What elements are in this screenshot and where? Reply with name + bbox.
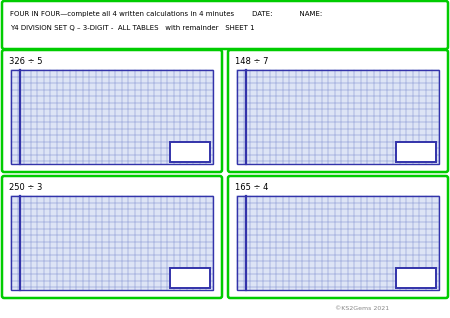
- Bar: [11, 70, 213, 164]
- Text: 165 ÷ 4: 165 ÷ 4: [235, 183, 268, 192]
- FancyBboxPatch shape: [228, 176, 448, 298]
- FancyBboxPatch shape: [2, 176, 222, 298]
- Bar: [11, 196, 213, 290]
- Bar: [170, 268, 210, 288]
- Bar: [11, 70, 213, 164]
- Bar: [237, 196, 439, 290]
- FancyBboxPatch shape: [2, 50, 222, 172]
- Bar: [170, 142, 210, 162]
- Text: FOUR IN FOUR—complete all 4 written calculations in 4 minutes        DATE:      : FOUR IN FOUR—complete all 4 written calc…: [10, 11, 322, 17]
- FancyBboxPatch shape: [228, 50, 448, 172]
- Text: 326 ÷ 5: 326 ÷ 5: [9, 57, 42, 66]
- Text: Y4 DIVISION SET Q – 3-DIGIT -  ALL TABLES   with remainder   SHEET 1: Y4 DIVISION SET Q – 3-DIGIT - ALL TABLES…: [10, 25, 255, 31]
- Text: 250 ÷ 3: 250 ÷ 3: [9, 183, 42, 192]
- Bar: [237, 70, 439, 164]
- Bar: [11, 196, 213, 290]
- FancyBboxPatch shape: [2, 1, 448, 49]
- Bar: [237, 70, 439, 164]
- Text: 148 ÷ 7: 148 ÷ 7: [235, 57, 269, 66]
- Bar: [396, 268, 436, 288]
- Text: ©KS2Gems 2021: ©KS2Gems 2021: [335, 306, 389, 311]
- Bar: [396, 142, 436, 162]
- Bar: [237, 196, 439, 290]
